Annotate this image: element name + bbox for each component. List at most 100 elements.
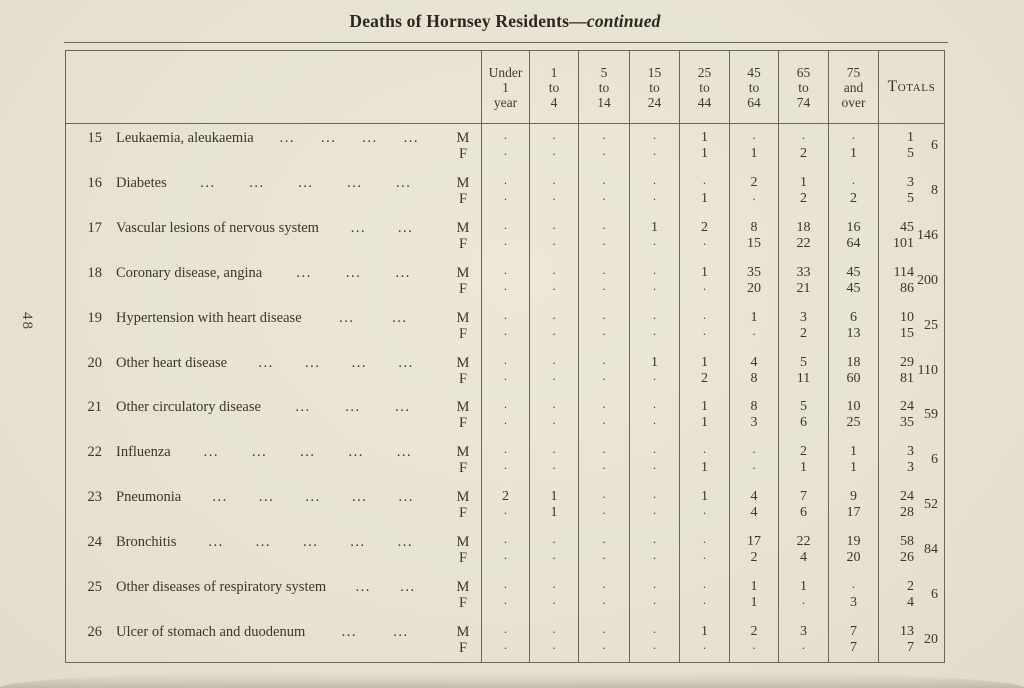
row-total-m: 2: [907, 578, 914, 594]
cell-value-f: .: [652, 233, 657, 249]
dot-leader: ...: [345, 264, 362, 281]
cell-value-m: 22: [796, 533, 811, 549]
cell-value-f: 8: [750, 370, 758, 386]
row-number: 16: [87, 175, 103, 192]
cell-value-m: 33: [796, 264, 811, 280]
dot-leaders: .........: [262, 265, 445, 281]
cell-value-f: .: [602, 502, 606, 518]
cell-value-m: 7: [850, 623, 857, 639]
cell-value-f: .: [702, 502, 707, 518]
age-header-line: 5: [600, 64, 608, 80]
page-title: Deaths of Hornsey Residents—continued: [65, 11, 945, 32]
cell-value-m: .: [602, 217, 606, 233]
row-label: Leukaemia, aleukaemia: [116, 130, 254, 147]
cell-value-m: .: [602, 172, 606, 188]
age-header-line: 24: [647, 94, 662, 110]
cell-value-f: 4: [750, 505, 758, 521]
sex-label-f: F: [458, 415, 468, 432]
age-cell: ..: [529, 258, 578, 304]
age-cell: .1: [679, 168, 729, 214]
top-rule: [64, 42, 948, 43]
cell-value-f: .: [503, 546, 508, 562]
age-cell: ..: [529, 168, 578, 214]
table-row: 23 Pneumonia............... M F 2. 1 1.... 1. 4 4…: [66, 482, 944, 528]
cell-value-f: 1: [701, 146, 708, 162]
cell-value-m: .: [552, 575, 556, 591]
sex-label-f: F: [458, 460, 468, 477]
age-cell: 1.: [729, 303, 778, 349]
row-number: 20: [87, 354, 103, 371]
cause-column-header: [66, 51, 481, 123]
dot-leader: ...: [355, 578, 371, 595]
cell-value-m: .: [652, 261, 657, 277]
age-cell: ..: [578, 168, 629, 214]
age-cell: ..: [578, 617, 629, 662]
age-cell: ..: [629, 392, 679, 438]
row-total-m: 24: [900, 399, 914, 415]
cell-value-f: 15: [747, 236, 761, 252]
age-header-line: 44: [697, 94, 712, 110]
age-header-line: 15: [647, 64, 662, 80]
row-label: Diabetes: [116, 175, 167, 192]
cell-value-m: 1: [701, 264, 708, 280]
cell-value-f: .: [602, 457, 606, 473]
row-total-m: 3: [907, 175, 914, 191]
cell-value-f: 1: [850, 146, 857, 162]
table-row: 20 Other heart disease............ M F.....…: [66, 348, 944, 393]
cell-value-m: .: [503, 530, 508, 546]
cell-value-f: 1: [701, 191, 708, 207]
row-label: Bronchitis: [116, 533, 177, 550]
cell-value-f: .: [602, 367, 606, 383]
age-cell: .2: [778, 124, 828, 169]
cell-value-m: .: [652, 620, 657, 636]
age-cell: ..: [481, 168, 529, 214]
row-label: Ulcer of stomach and duodenum: [116, 623, 306, 640]
cell-value-f: 21: [796, 280, 811, 296]
dot-leader: ...: [249, 175, 265, 192]
age-header-line: Under: [488, 64, 523, 80]
dot-leader: ...: [397, 220, 414, 237]
cell-value-m: 1: [701, 399, 708, 415]
cell-value-m: .: [552, 396, 556, 412]
cell-value-m: .: [503, 261, 508, 277]
age-cell: 16 64: [828, 213, 878, 259]
cell-value-m: 18: [796, 220, 811, 236]
cell-value-f: .: [602, 412, 606, 428]
row-total-f: 26: [900, 549, 914, 565]
cell-value-m: 9: [850, 489, 857, 505]
sex-label-m: M: [456, 264, 470, 281]
dot-leader: ...: [398, 354, 414, 371]
dot-leaders: ............: [227, 355, 445, 371]
age-cell: ..: [529, 348, 578, 393]
cell-value-f: .: [652, 412, 657, 428]
cell-value-f: .: [503, 636, 508, 652]
row-combined-total: 8: [931, 183, 938, 199]
cell-value-f: .: [702, 546, 707, 562]
age-header-line: 4: [550, 94, 558, 110]
row-label: Coronary disease, angina: [116, 264, 263, 281]
title-main: Deaths of Hornsey Residents: [349, 11, 570, 31]
cell-value-m: .: [503, 396, 508, 412]
cell-value-f: .: [652, 457, 657, 473]
row-combined-total: 25: [924, 317, 938, 333]
age-header-line: 64: [747, 94, 761, 110]
cell-value-f: .: [602, 591, 606, 607]
cell-value-m: .: [552, 127, 556, 143]
dot-leader: ...: [398, 489, 414, 506]
dot-leader: ...: [296, 264, 312, 281]
age-cell: ..: [529, 303, 578, 349]
row-combined-total: 110: [917, 362, 938, 378]
cell-value-m: .: [652, 127, 657, 143]
dot-leader: ...: [255, 533, 272, 550]
age-cell: 45 45: [828, 258, 878, 304]
row-total-f: 5: [907, 146, 914, 162]
row-number: 15: [87, 130, 103, 147]
cell-value-m: 6: [850, 309, 857, 325]
cell-value-m: 1: [850, 444, 857, 460]
age-cell: ..: [578, 482, 629, 528]
row-total-f: 86: [900, 280, 914, 296]
age-header-line: to: [798, 79, 809, 95]
